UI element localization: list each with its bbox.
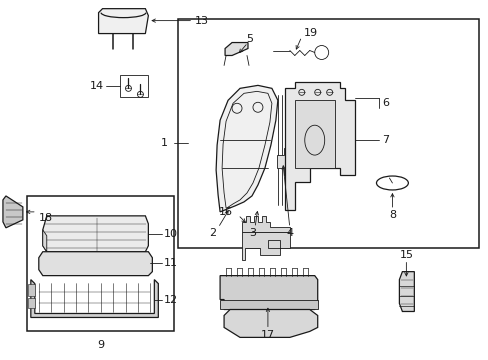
Polygon shape — [99, 9, 148, 33]
Polygon shape — [242, 216, 289, 232]
Text: 7: 7 — [382, 135, 389, 145]
Bar — [28, 298, 35, 307]
Polygon shape — [39, 252, 152, 276]
Text: 8: 8 — [388, 210, 395, 220]
Text: 15: 15 — [399, 250, 412, 260]
Polygon shape — [242, 232, 289, 260]
Polygon shape — [285, 82, 354, 210]
Text: 6: 6 — [382, 98, 388, 108]
Bar — [27, 196, 174, 332]
Text: 17: 17 — [260, 330, 274, 341]
Polygon shape — [294, 100, 334, 168]
Text: 13: 13 — [195, 15, 209, 26]
Bar — [120, 75, 148, 97]
Text: 16: 16 — [219, 207, 233, 217]
Polygon shape — [31, 280, 158, 318]
Polygon shape — [42, 230, 47, 252]
Polygon shape — [3, 196, 23, 228]
Text: 18: 18 — [39, 213, 53, 223]
Text: 14: 14 — [89, 81, 103, 91]
Text: 9: 9 — [97, 340, 104, 350]
Polygon shape — [399, 272, 413, 311]
Text: 12: 12 — [164, 294, 178, 305]
Text: 1: 1 — [161, 138, 168, 148]
Text: 3: 3 — [249, 228, 256, 238]
Text: 11: 11 — [164, 258, 178, 268]
Text: 2: 2 — [209, 228, 216, 238]
Polygon shape — [216, 85, 277, 212]
Bar — [28, 284, 35, 296]
Polygon shape — [276, 148, 288, 175]
Polygon shape — [42, 216, 148, 252]
Bar — [178, 19, 478, 248]
Polygon shape — [224, 42, 247, 55]
Text: 19: 19 — [303, 28, 317, 37]
Polygon shape — [220, 300, 317, 310]
Text: 5: 5 — [246, 33, 253, 44]
Text: 10: 10 — [164, 229, 178, 239]
Polygon shape — [224, 310, 317, 337]
Polygon shape — [220, 276, 317, 310]
Text: 4: 4 — [285, 228, 293, 238]
